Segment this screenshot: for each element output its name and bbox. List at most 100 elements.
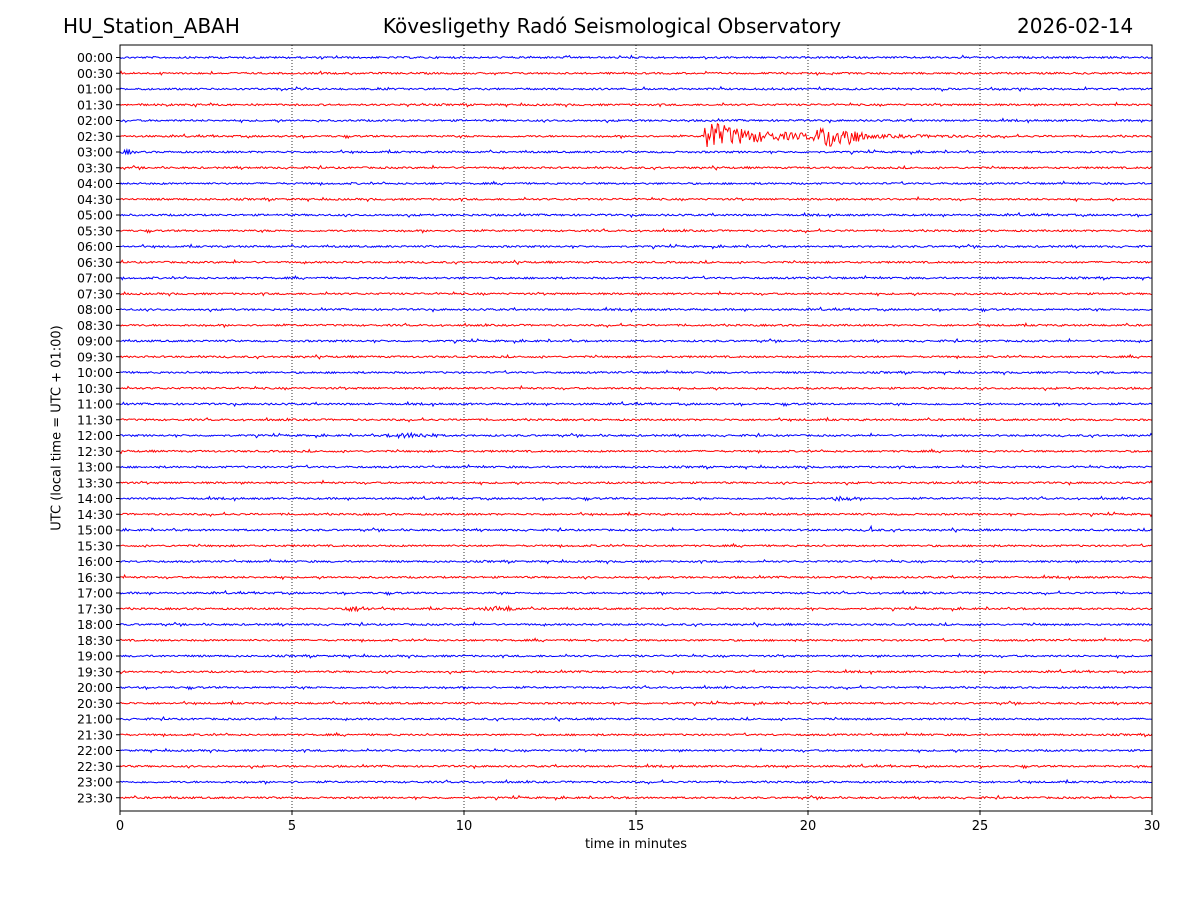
y-tick-label: 13:00 [77, 460, 113, 475]
y-tick-label: 18:30 [77, 633, 113, 648]
trace-1300 [119, 463, 1153, 471]
grid-lines [291, 45, 981, 811]
y-tick-label: 05:30 [77, 223, 113, 238]
x-tick-label: 5 [288, 819, 296, 834]
y-tick-label: 16:30 [77, 570, 113, 585]
y-tick-label: 10:30 [77, 381, 113, 396]
trace-2230 [119, 763, 1153, 770]
trace-0000 [119, 54, 1153, 60]
y-tick-label: 12:30 [77, 444, 113, 459]
trace-1630 [119, 573, 1153, 581]
y-tick-label: 18:00 [77, 617, 113, 632]
y-tick-label: 00:30 [77, 66, 113, 81]
y-tick-label: 09:00 [77, 334, 113, 349]
trace-0200 [119, 117, 1153, 124]
y-tick-label: 16:00 [77, 554, 113, 569]
y-tick-label: 01:30 [77, 97, 113, 112]
trace-0830 [119, 322, 1153, 329]
trace-0800 [119, 306, 1153, 313]
trace-0900 [119, 337, 1153, 345]
trace-2100 [119, 715, 1153, 723]
x-tick-label: 25 [972, 819, 989, 834]
x-tick-label: 20 [800, 819, 817, 834]
trace-1930 [119, 668, 1153, 676]
trace-1030 [119, 384, 1153, 392]
trace-0030 [119, 70, 1153, 77]
y-tick-label: 07:30 [77, 286, 113, 301]
trace-1830 [119, 637, 1153, 644]
trace-1800 [119, 621, 1153, 628]
y-tick-label: 11:30 [77, 412, 113, 427]
trace-2300 [119, 778, 1153, 786]
trace-0130 [119, 101, 1153, 108]
y-tick-label: 05:00 [77, 208, 113, 223]
trace-1400 [119, 495, 1153, 503]
trace-0600 [119, 243, 1153, 250]
trace-0500 [119, 211, 1153, 219]
trace-1530 [119, 542, 1153, 549]
y-tick-label: 03:00 [77, 145, 113, 160]
trace-1900 [119, 652, 1153, 660]
trace-1100 [119, 400, 1153, 408]
y-tick-label: 19:30 [77, 664, 113, 679]
y-tick-label: 14:30 [77, 507, 113, 522]
seismogram-traces [119, 54, 1153, 801]
trace-1130 [119, 416, 1153, 423]
trace-0100 [119, 85, 1153, 93]
observatory-title: Kövesligethy Radó Seismological Observat… [382, 14, 842, 38]
y-tick-label: 10:00 [77, 365, 113, 380]
y-tick-label: 08:30 [77, 318, 113, 333]
y-tick-label: 17:30 [77, 601, 113, 616]
trace-0930 [119, 353, 1153, 360]
y-tick-label: 23:00 [77, 775, 113, 790]
y-tick-label: 02:00 [77, 113, 113, 128]
y-tick-label: 01:00 [77, 82, 113, 97]
y-tick-label: 15:00 [77, 523, 113, 538]
trace-1000 [119, 369, 1152, 376]
y-tick-label: 04:00 [77, 176, 113, 191]
y-tick-label: 11:00 [77, 397, 113, 412]
x-axis-ticks: 0 5 10 15 20 25 30 [116, 811, 1160, 834]
y-tick-label: 07:00 [77, 271, 113, 286]
y-tick-label: 20:30 [77, 696, 113, 711]
x-tick-label: 10 [456, 819, 473, 834]
y-tick-label: 17:00 [77, 586, 113, 601]
trace-0530 [119, 227, 1153, 234]
y-tick-label: 21:30 [77, 727, 113, 742]
x-axis-label: time in minutes [584, 837, 688, 852]
station-name: HU_Station_ABAH [63, 14, 240, 38]
y-tick-label: 03:30 [77, 160, 113, 175]
y-axis-ticks: 00:0000:3001:0001:3002:0002:3003:0003:30… [77, 50, 120, 805]
trace-0230 [119, 122, 1153, 147]
trace-1600 [119, 558, 1153, 565]
trace-0430 [119, 195, 1153, 203]
trace-0730 [119, 290, 1153, 297]
trace-1430 [119, 511, 1153, 518]
y-tick-label: 23:30 [77, 790, 113, 805]
y-tick-label: 09:30 [77, 349, 113, 364]
y-tick-label: 08:00 [77, 302, 113, 317]
x-tick-label: 15 [628, 819, 645, 834]
trace-1500 [119, 524, 1153, 534]
trace-0400 [119, 180, 1153, 187]
y-tick-label: 06:00 [77, 239, 113, 254]
trace-1200 [120, 431, 1153, 440]
trace-0630 [119, 258, 1153, 266]
trace-0330 [119, 164, 1153, 171]
y-tick-label: 13:30 [77, 475, 113, 490]
y-tick-label: 22:30 [77, 759, 113, 774]
y-tick-label: 20:00 [77, 680, 113, 695]
record-date: 2026-02-14 [1017, 14, 1134, 38]
trace-1330 [119, 479, 1153, 486]
y-tick-label: 15:30 [77, 538, 113, 553]
y-tick-label: 12:00 [77, 428, 113, 443]
trace-1230 [119, 448, 1153, 455]
y-tick-label: 02:30 [77, 129, 113, 144]
trace-0300 [119, 148, 1153, 156]
x-tick-label: 0 [116, 819, 124, 834]
y-tick-label: 19:00 [77, 649, 113, 664]
trace-2030 [119, 700, 1153, 707]
trace-2330 [119, 794, 1153, 801]
y-tick-label: 04:30 [77, 192, 113, 207]
